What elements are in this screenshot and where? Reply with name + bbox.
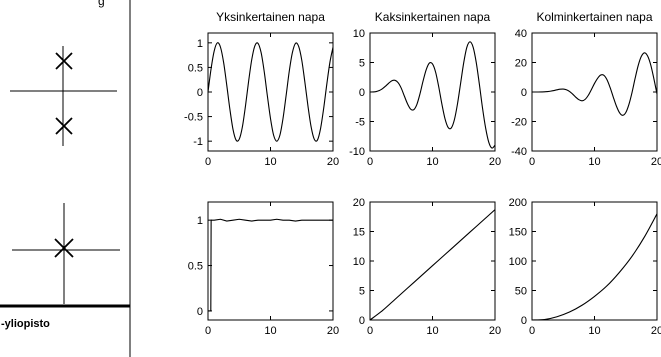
x-tick-label: 20 bbox=[489, 325, 501, 337]
chart-simple-pole-impulse: Yksinkertainen napa 0 10 20 -1 -0.5 0 0.5 1 bbox=[184, 10, 339, 168]
y-tick-label: 100 bbox=[509, 256, 527, 268]
slide-partial-text: g bbox=[98, 0, 105, 8]
x-tick-label: 0 bbox=[529, 156, 535, 168]
y-tick-label: 0 bbox=[521, 315, 527, 327]
y-tick-label: 0 bbox=[197, 306, 203, 318]
pole-marker-lower bbox=[55, 117, 73, 135]
pole-diagram-2 bbox=[12, 203, 120, 304]
chart-simple-pole-step: 0 10 20 0 0.5 1 bbox=[188, 201, 339, 337]
x-tick-label: 10 bbox=[426, 325, 438, 337]
x-tick-label: 10 bbox=[264, 156, 276, 168]
y-tick-label: -10 bbox=[349, 146, 365, 158]
series-line bbox=[532, 52, 657, 116]
plot-area bbox=[531, 32, 658, 152]
y-tick-label: 1 bbox=[197, 215, 203, 227]
chart-triple-pole-impulse: Kolminkertainen napa 0 10 20 -40 -20 0 20 40 bbox=[511, 10, 661, 168]
y-tick-label: 150 bbox=[509, 227, 527, 239]
y-tick-label: 0.5 bbox=[188, 261, 203, 273]
y-tick-label: 0 bbox=[359, 87, 365, 99]
x-tick-label: 20 bbox=[327, 325, 339, 337]
x-tick-label: 10 bbox=[264, 325, 276, 337]
y-tick-label: 20 bbox=[353, 197, 365, 209]
y-tick-label: 1 bbox=[197, 38, 203, 50]
plot-area bbox=[369, 32, 496, 152]
y-tick-label: 10 bbox=[353, 28, 365, 40]
y-tick-label: -5 bbox=[355, 117, 365, 129]
y-tick-label: 40 bbox=[515, 28, 527, 40]
chart-title: Yksinkertainen napa bbox=[216, 10, 325, 24]
x-tick-label: 20 bbox=[489, 156, 501, 168]
series-line bbox=[370, 41, 495, 149]
chart-double-pole-step: 0 10 20 0 5 10 15 20 bbox=[353, 197, 501, 337]
y-tick-label: -0.5 bbox=[184, 112, 203, 124]
chart-title: Kaksinkertainen napa bbox=[375, 10, 491, 24]
x-tick-label: 0 bbox=[205, 325, 211, 337]
x-tick-label: 20 bbox=[651, 325, 661, 337]
series-line bbox=[208, 218, 333, 312]
y-tick-label: 5 bbox=[359, 286, 365, 298]
y-tick-label: 0 bbox=[521, 87, 527, 99]
pole-marker-upper bbox=[55, 52, 73, 70]
y-tick-label: 50 bbox=[515, 286, 527, 298]
y-tick-label: 15 bbox=[353, 227, 365, 239]
pole-marker-origin bbox=[54, 238, 74, 258]
y-tick-label: 0 bbox=[197, 87, 203, 99]
x-tick-label: 0 bbox=[205, 156, 211, 168]
footer-text: -yliopisto bbox=[1, 318, 50, 330]
series-line bbox=[532, 213, 657, 320]
x-tick-label: 0 bbox=[529, 325, 535, 337]
pole-diagram-1 bbox=[10, 46, 117, 146]
y-tick-label: 0 bbox=[359, 315, 365, 327]
x-tick-label: 20 bbox=[327, 156, 339, 168]
slide-left-strip: g -yliopisto bbox=[0, 0, 131, 357]
x-tick-label: 10 bbox=[588, 325, 600, 337]
plot-area bbox=[207, 201, 334, 321]
y-tick-label: -40 bbox=[511, 146, 527, 158]
plot-area bbox=[369, 201, 496, 321]
y-tick-label: -1 bbox=[193, 136, 203, 148]
y-tick-label: 5 bbox=[359, 58, 365, 70]
x-tick-label: 10 bbox=[588, 156, 600, 168]
series-line bbox=[370, 209, 495, 320]
x-tick-label: 0 bbox=[367, 325, 373, 337]
chart-double-pole-impulse: Kaksinkertainen napa 0 10 20 -10 -5 0 5 10 bbox=[349, 10, 501, 168]
y-tick-label: 10 bbox=[353, 256, 365, 268]
x-tick-label: 20 bbox=[651, 156, 661, 168]
y-tick-label: -20 bbox=[511, 117, 527, 129]
y-tick-label: 200 bbox=[509, 197, 527, 209]
y-tick-label: 20 bbox=[515, 58, 527, 70]
chart-title: Kolminkertainen napa bbox=[536, 10, 652, 24]
plot-area bbox=[207, 32, 334, 152]
x-tick-label: 0 bbox=[367, 156, 373, 168]
y-tick-label: 0.5 bbox=[188, 62, 203, 74]
x-tick-label: 10 bbox=[426, 156, 438, 168]
series-line bbox=[208, 42, 333, 142]
plot-area bbox=[531, 201, 658, 321]
